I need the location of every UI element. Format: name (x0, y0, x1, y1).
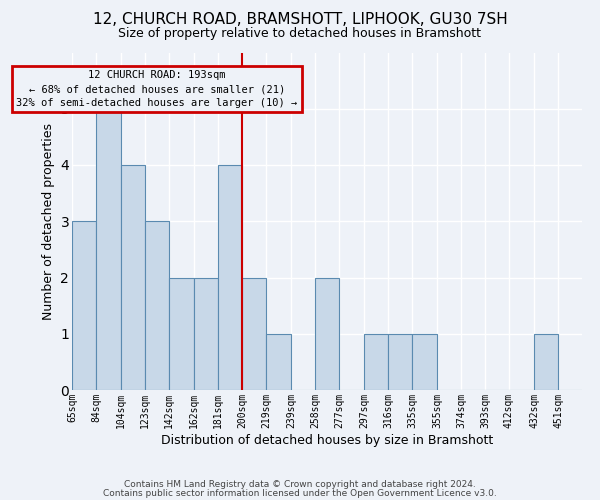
Bar (242, 278, 266, 390)
Bar (534, 334, 558, 390)
Bar (145, 221, 169, 390)
Bar (169, 278, 194, 390)
Bar (315, 278, 339, 390)
Bar (412, 334, 437, 390)
Bar (364, 334, 388, 390)
X-axis label: Distribution of detached houses by size in Bramshott: Distribution of detached houses by size … (161, 434, 493, 446)
Bar (96, 109, 121, 390)
Text: 12, CHURCH ROAD, BRAMSHOTT, LIPHOOK, GU30 7SH: 12, CHURCH ROAD, BRAMSHOTT, LIPHOOK, GU3… (92, 12, 508, 28)
Text: Contains HM Land Registry data © Crown copyright and database right 2024.: Contains HM Land Registry data © Crown c… (124, 480, 476, 489)
Bar (121, 165, 145, 390)
Bar (388, 334, 412, 390)
Bar (72, 221, 96, 390)
Bar (218, 165, 242, 390)
Text: 12 CHURCH ROAD: 193sqm
← 68% of detached houses are smaller (21)
32% of semi-det: 12 CHURCH ROAD: 193sqm ← 68% of detached… (16, 70, 298, 108)
Bar (266, 334, 291, 390)
Bar (194, 278, 218, 390)
Y-axis label: Number of detached properties: Number of detached properties (42, 122, 55, 320)
Text: Size of property relative to detached houses in Bramshott: Size of property relative to detached ho… (119, 28, 482, 40)
Text: Contains public sector information licensed under the Open Government Licence v3: Contains public sector information licen… (103, 488, 497, 498)
